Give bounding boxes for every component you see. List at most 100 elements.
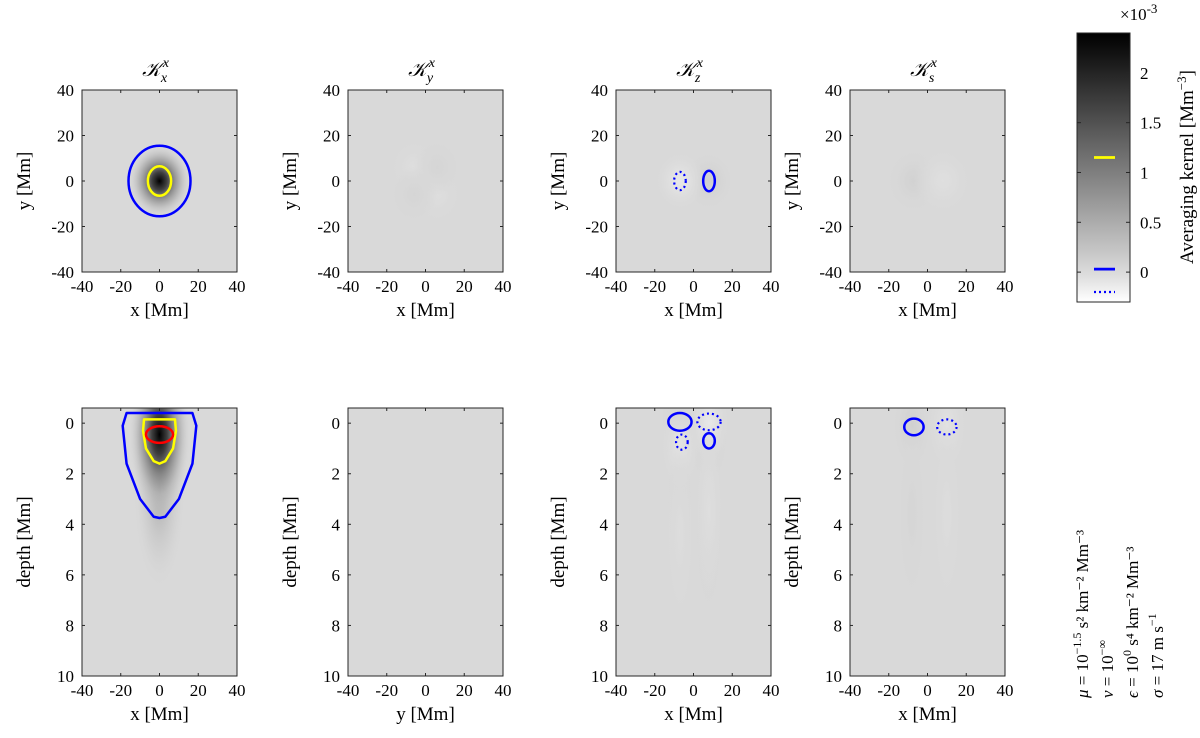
y-tick-label: -40 [51,263,74,282]
x-tick-label: 20 [724,681,741,700]
heatmap-area [850,90,1005,272]
kernel-blob [129,408,190,514]
y-tick-label: 20 [591,127,608,146]
x-tick-label: -20 [375,681,398,700]
contour-line [667,411,693,433]
y-tick-label: 20 [57,127,74,146]
kernel-blob [913,146,973,216]
x-tick-label: 40 [763,681,780,700]
x-axis-label: x [Mm] [664,300,723,321]
y-tick-label: 4 [600,515,609,534]
x-tick-label: 0 [155,277,164,296]
x-tick-label: -40 [71,681,94,700]
y-tick-label: 0 [600,414,609,433]
heatmap-area [82,90,237,272]
colorbar: 0 0.5 1 1.5 2 ×10-3 Averaging kernel [Mm−3] [1076,1,1198,303]
y-tick-label: -40 [585,263,608,282]
y-tick-label: 6 [834,566,843,585]
colorbar-multiplier: ×10-3 [1120,1,1157,24]
x-tick-label: 40 [229,277,246,296]
y-tick-label: 8 [834,616,843,635]
parameter-line: ν = 10−∞ [1095,640,1117,698]
x-axis-label: x [Mm] [130,704,189,725]
kernel-blob [129,145,190,217]
x-tick-label: -40 [337,277,360,296]
kernel-blob [665,443,694,621]
y-tick-label: 8 [332,616,341,635]
y-tick-label: 40 [57,81,74,100]
y-tick-label: -40 [819,263,842,282]
x-tick-label: -40 [605,681,628,700]
y-tick-label: 0 [834,414,843,433]
heatmap-area [348,90,503,272]
kernel-blob [389,166,439,224]
x-axis-label: x [Mm] [898,704,957,725]
contour-line [903,417,925,437]
y-tick-label: 6 [332,566,341,585]
parameter-line: σ = 17 m s−1 [1145,613,1167,698]
x-axis-label: x [Mm] [396,300,455,321]
contour-line [936,418,958,436]
colorbar-label: Averaging kernel [Mm−3] [1174,70,1198,264]
contour-line [146,164,173,198]
panel-6: -40 -20 0 20 40 0 2 4 6 8 10 y [Mm] depth [Mm] [280,407,512,725]
x-tick-label: 20 [190,277,207,296]
y-tick-label: -40 [317,263,340,282]
x-tick-label: -40 [605,277,628,296]
contour-line [701,432,717,450]
y-tick-label: 20 [323,127,340,146]
panel-4: -40 -20 0 20 40 -40 -20 0 20 40 x [Mm] y [Mm] 𝒦 x s [782,56,1014,321]
contour-line [673,170,687,192]
x-tick-label: 40 [229,681,246,700]
x-tick-label: 20 [456,277,473,296]
y-axis-label: y [Mm] [548,152,569,211]
y-tick-label: 4 [332,515,341,534]
y-axis-label: y [Mm] [782,152,803,211]
x-tick-label: 40 [997,277,1014,296]
x-tick-label: 40 [763,277,780,296]
y-tick-label: 2 [332,465,341,484]
x-tick-label: -20 [109,277,132,296]
y-tick-label: 20 [825,127,842,146]
parameter-annotation: μ = 10−1.5 s² km⁻² Mm⁻³ν = 10−∞ϵ = 100 s… [1070,530,1167,699]
x-tick-label: -40 [839,277,862,296]
y-tick-label: 10 [825,667,842,686]
x-tick-label: 40 [997,681,1014,700]
contour-line [701,169,717,193]
y-tick-label: 0 [600,172,609,191]
panel-2: -40 -20 0 20 40 -40 -20 0 20 40 x [Mm] y [Mm] 𝒦 x y [280,56,512,321]
y-tick-label: 10 [323,667,340,686]
y-tick-label: -20 [819,218,842,237]
y-tick-label: -20 [585,218,608,237]
x-tick-label: -20 [643,277,666,296]
heatmap-area [348,408,503,676]
x-tick-label: 20 [724,277,741,296]
x-tick-label: 20 [958,681,975,700]
y-axis-label: depth [Mm] [14,496,35,587]
x-tick-label: -20 [375,277,398,296]
y-axis-label: depth [Mm] [782,496,803,587]
x-axis-label: x [Mm] [898,300,957,321]
contour-line [696,412,722,432]
colorbar-tick-label: 0.5 [1140,213,1161,232]
y-tick-label: 0 [332,172,341,191]
heatmap-background [348,408,503,676]
x-tick-label: 20 [958,277,975,296]
colorbar-gradient [1076,32,1131,303]
colorbar-tick-label: 1.5 [1140,114,1161,133]
panel-8: -40 -20 0 20 40 0 2 4 6 8 10 x [Mm] depth [Mm] [782,407,1014,725]
x-tick-label: -40 [71,277,94,296]
y-tick-label: 2 [834,465,843,484]
y-tick-label: 4 [66,515,75,534]
kernel-blob [695,423,723,601]
panel-5: -40 -20 0 20 40 0 2 4 6 8 10 x [Mm] depth [Mm] [14,407,246,725]
contour-line [141,418,178,465]
y-tick-label: 10 [591,667,608,686]
x-tick-label: -20 [877,681,900,700]
x-tick-label: -40 [337,681,360,700]
parameter-line: ϵ = 100 s⁴ km⁻² Mm⁻³ [1120,547,1142,698]
x-axis-label: x [Mm] [130,300,189,321]
